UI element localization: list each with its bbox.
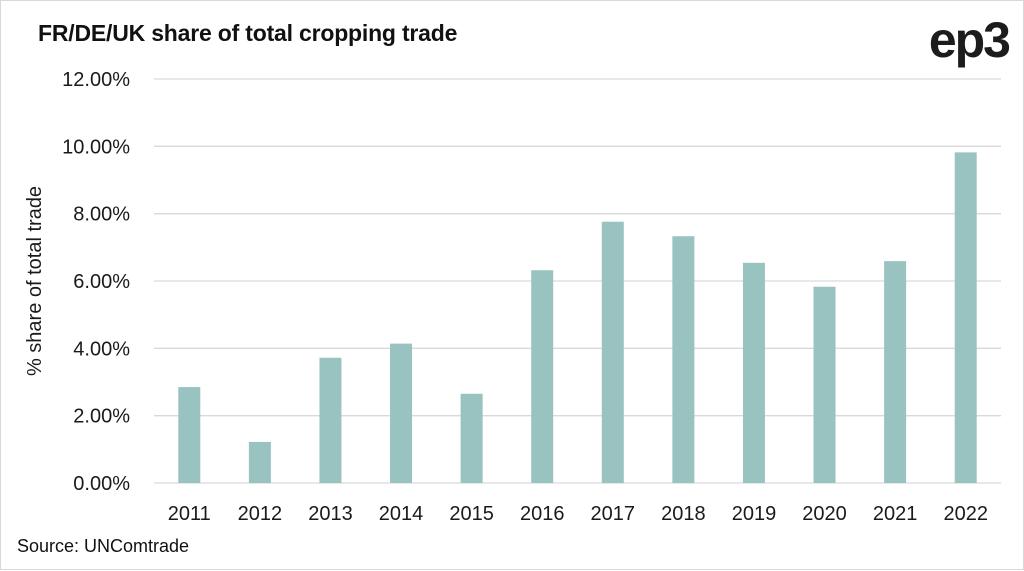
x-tick-label: 2012 [238, 503, 283, 525]
x-tick-label: 2013 [308, 503, 353, 525]
bar-2013 [319, 357, 342, 483]
x-tick-label: 2014 [379, 503, 424, 525]
chart-title: FR/DE/UK share of total cropping trade [38, 20, 458, 46]
gridlines [154, 78, 1001, 484]
x-axis-ticks: 2011 2012 2013 2014 2015 2016 2017 2018 2019 2020… [168, 503, 988, 525]
bar-2011 [178, 387, 201, 483]
y-tick-label: 12.00% [62, 69, 130, 91]
y-axis-ticks: 0.00% 2.00% 4.00% 6.00% 8.00% 10.00% 12.00% [62, 69, 130, 495]
x-tick-label: 2017 [591, 503, 636, 525]
x-tick-label: 2019 [732, 503, 777, 525]
bar-2022 [954, 152, 977, 484]
y-axis-label: % share of total trade [24, 186, 46, 376]
y-tick-label: 2.00% [73, 406, 130, 428]
y-tick-label: 4.00% [73, 338, 130, 360]
bars [178, 152, 977, 484]
ep3-logo: ep3 [928, 12, 1011, 68]
bar-2019 [742, 262, 765, 483]
bar-2021 [884, 261, 907, 483]
y-tick-label: 6.00% [73, 271, 130, 293]
y-tick-label: 0.00% [73, 473, 130, 495]
x-tick-label: 2011 [168, 503, 211, 525]
x-tick-label: 2020 [802, 503, 847, 525]
bar-2016 [531, 270, 554, 483]
x-tick-label: 2022 [943, 503, 988, 525]
bar-2017 [601, 221, 624, 483]
x-tick-label: 2016 [520, 503, 565, 525]
source-note: Source: UNComtrade [17, 536, 190, 556]
x-tick-label: 2021 [873, 503, 918, 525]
x-tick-label: 2015 [449, 503, 494, 525]
bar-2012 [248, 441, 271, 483]
bar-2014 [390, 343, 413, 483]
bar-2015 [460, 393, 483, 483]
bar-2020 [813, 286, 836, 483]
x-tick-label: 2018 [661, 503, 706, 525]
bar-2018 [672, 236, 695, 483]
y-tick-label: 8.00% [73, 204, 130, 226]
y-tick-label: 10.00% [62, 136, 130, 158]
